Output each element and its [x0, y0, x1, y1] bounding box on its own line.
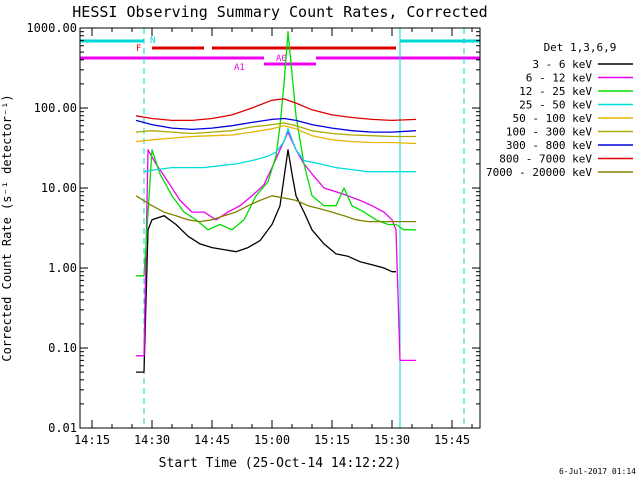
- y-tick-label: 0.10: [48, 341, 77, 355]
- footer-date: 6-Jul-2017 01:14: [559, 467, 636, 476]
- legend-label: 25 - 50 keV: [519, 99, 592, 112]
- series-line: [135, 125, 417, 145]
- x-tick-label: 15:00: [254, 433, 290, 447]
- axes-layer: 14:15 14:30 14:45 15:00 15:15 15:30 15:45 0.01 0…: [26, 21, 481, 447]
- flag-label-a1: A1: [234, 63, 245, 73]
- series-line: [135, 117, 417, 133]
- plot-frame: [79, 27, 481, 429]
- y-tick-label: 100.00: [34, 101, 77, 115]
- series-line: [135, 98, 417, 122]
- x-tick-label: 14:45: [194, 433, 230, 447]
- legend-label: 7000 - 20000 keV: [486, 166, 592, 179]
- legend-label: 50 - 100 keV: [513, 112, 593, 125]
- legend-label: 300 - 800 keV: [506, 139, 592, 152]
- series-line: [135, 195, 416, 223]
- flags-layer: NF A0 A1: [80, 36, 480, 73]
- x-tick-label: 15:30: [374, 433, 410, 447]
- y-tick-label: 1000.00: [26, 21, 77, 35]
- x-axis-label: Start Time (25-Oct-14 14:12:22): [159, 456, 402, 471]
- y-tick-label: 1.00: [48, 261, 77, 275]
- legend-label: 3 - 6 keV: [532, 58, 592, 71]
- legend-label: 100 - 300 keV: [506, 126, 592, 139]
- flag-label-n: N: [150, 36, 155, 46]
- y-axis-label: Corrected Count Rate (s⁻¹ detector⁻¹): [0, 94, 14, 361]
- series-line: [136, 149, 396, 373]
- series-layer: [135, 31, 417, 373]
- y-tick-label: 10.00: [41, 181, 77, 195]
- legend-label: 12 - 25 keV: [519, 85, 592, 98]
- series-line: [143, 128, 416, 173]
- legend-title: Det 1,3,6,9: [544, 41, 617, 54]
- flag-label-a0: A0: [276, 54, 287, 64]
- series-line: [135, 122, 416, 138]
- y-tick-label: 0.01: [48, 421, 77, 435]
- flag-label-f: F: [136, 44, 141, 54]
- chart-title: HESSI Observing Summary Count Rates, Cor…: [72, 3, 487, 21]
- x-tick-label: 14:30: [134, 433, 170, 447]
- series-line: [136, 31, 416, 277]
- legend-label: 800 - 7000 keV: [499, 153, 592, 166]
- series-line: [136, 131, 416, 362]
- legend-label: 6 - 12 keV: [526, 72, 593, 85]
- x-tick-label: 14:15: [74, 433, 110, 447]
- x-tick-label: 15:45: [434, 433, 470, 447]
- x-tick-label: 15:15: [314, 433, 350, 447]
